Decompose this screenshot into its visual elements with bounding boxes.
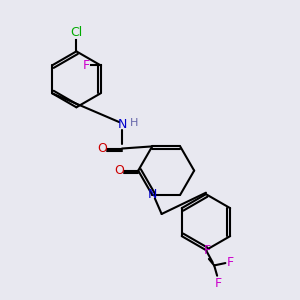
Text: N: N	[117, 118, 127, 131]
Text: F: F	[215, 277, 222, 290]
Text: F: F	[203, 244, 210, 257]
Text: F: F	[226, 256, 234, 269]
Text: Cl: Cl	[70, 26, 82, 39]
Text: O: O	[97, 142, 107, 155]
Text: N: N	[148, 188, 157, 201]
Text: H: H	[130, 118, 138, 128]
Text: O: O	[114, 164, 124, 177]
Text: F: F	[82, 59, 89, 72]
